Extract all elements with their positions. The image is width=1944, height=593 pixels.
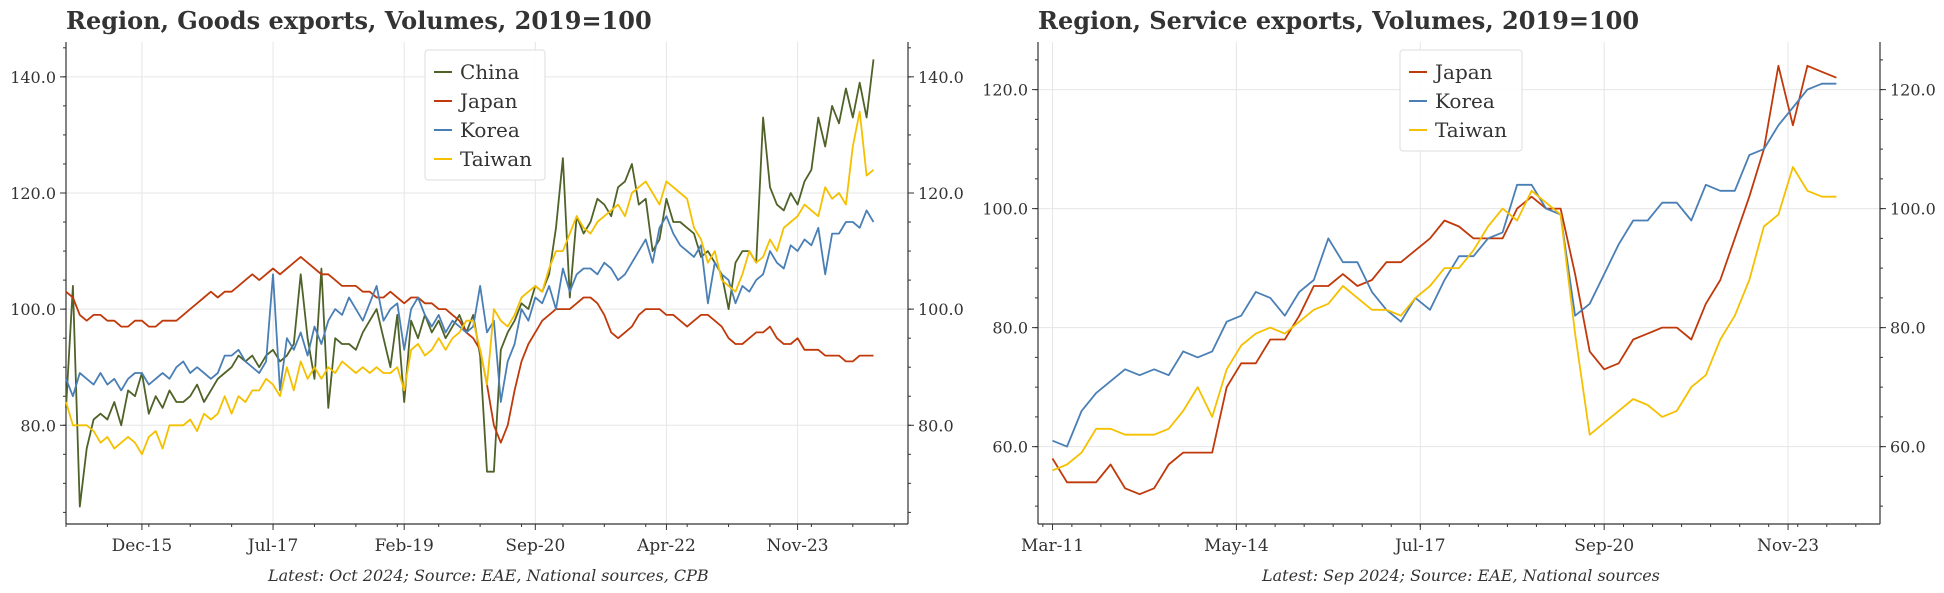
y-tick-label-left: 140.0 xyxy=(10,68,56,87)
y-tick-label-left: 80.0 xyxy=(992,319,1028,338)
y-tick-label-right: 120.0 xyxy=(1890,81,1936,100)
legend-label-korea: Korea xyxy=(460,118,520,142)
x-tick-label: Jul-17 xyxy=(1393,536,1446,556)
y-tick-label-right: 140.0 xyxy=(918,68,964,87)
y-tick-label-left: 80.0 xyxy=(20,416,56,435)
x-tick-label: Nov-23 xyxy=(767,536,829,556)
chart-title: Region, Goods exports, Volumes, 2019=100 xyxy=(66,6,652,35)
series-line-japan xyxy=(65,255,874,444)
service-exports-chart: 60.0 60.0 80.0 80.0 100.0 100.0 120.0 120.0 Mar-… xyxy=(982,42,1936,556)
x-tick-label: Dec-15 xyxy=(112,536,173,556)
series-line-taiwan xyxy=(65,110,875,456)
y-tick-label-left: 100.0 xyxy=(10,300,56,319)
legend-box xyxy=(1399,49,1523,152)
legend-label-china: China xyxy=(460,60,519,84)
series-line-korea xyxy=(65,209,875,403)
series-line-korea xyxy=(1052,82,1837,448)
y-tick-label-right: 100.0 xyxy=(918,300,964,319)
source-note: Latest: Sep 2024; Source: EAE, National … xyxy=(1262,566,1660,585)
x-tick-label: Sep-20 xyxy=(1574,536,1634,556)
goods-exports-panel: Region, Goods exports, Volumes, 2019=100… xyxy=(0,0,972,589)
legend-box xyxy=(424,49,546,181)
x-tick-label: Sep-20 xyxy=(505,536,565,556)
goods-exports-chart: 80.0 80.0 100.0 100.0 120.0 120.0 140.0 140.0 De… xyxy=(10,42,964,556)
series-line-japan xyxy=(1051,64,1837,496)
legend-label-korea: Korea xyxy=(1435,89,1495,113)
series-line-china xyxy=(65,59,875,508)
y-tick-label-left: 120.0 xyxy=(10,184,56,203)
legend-label-japan: Japan xyxy=(1433,60,1493,84)
legend-label-taiwan: Taiwan xyxy=(1435,118,1507,142)
y-tick-label-right: 80.0 xyxy=(918,416,954,435)
y-tick-label-left: 120.0 xyxy=(982,81,1028,100)
x-tick-label: Nov-23 xyxy=(1757,536,1819,556)
y-tick-label-left: 100.0 xyxy=(982,200,1028,219)
y-tick-label-right: 100.0 xyxy=(1890,200,1936,219)
legend-label-japan: Japan xyxy=(458,89,518,113)
x-tick-label: Apr-22 xyxy=(636,536,696,556)
x-tick-label: Jul-17 xyxy=(246,536,299,556)
chart-title: Region, Service exports, Volumes, 2019=1… xyxy=(1038,6,1640,35)
x-tick-label: Feb-19 xyxy=(375,536,434,556)
x-tick-label: May-14 xyxy=(1204,536,1269,556)
legend: Japan Korea Taiwan xyxy=(1399,49,1523,152)
y-tick-label-right: 60.0 xyxy=(1890,438,1926,457)
service-exports-panel: Region, Service exports, Volumes, 2019=1… xyxy=(972,0,1944,589)
y-tick-label-right: 120.0 xyxy=(918,184,964,203)
legend: China Japan Korea Taiwan xyxy=(424,49,546,181)
x-tick-label: Mar-11 xyxy=(1021,536,1084,556)
y-tick-label-right: 80.0 xyxy=(1890,319,1926,338)
legend-label-taiwan: Taiwan xyxy=(460,147,532,171)
series-line-taiwan xyxy=(1052,166,1837,472)
y-tick-label-left: 60.0 xyxy=(992,438,1028,457)
source-note: Latest: Oct 2024; Source: EAE, National … xyxy=(268,566,709,585)
